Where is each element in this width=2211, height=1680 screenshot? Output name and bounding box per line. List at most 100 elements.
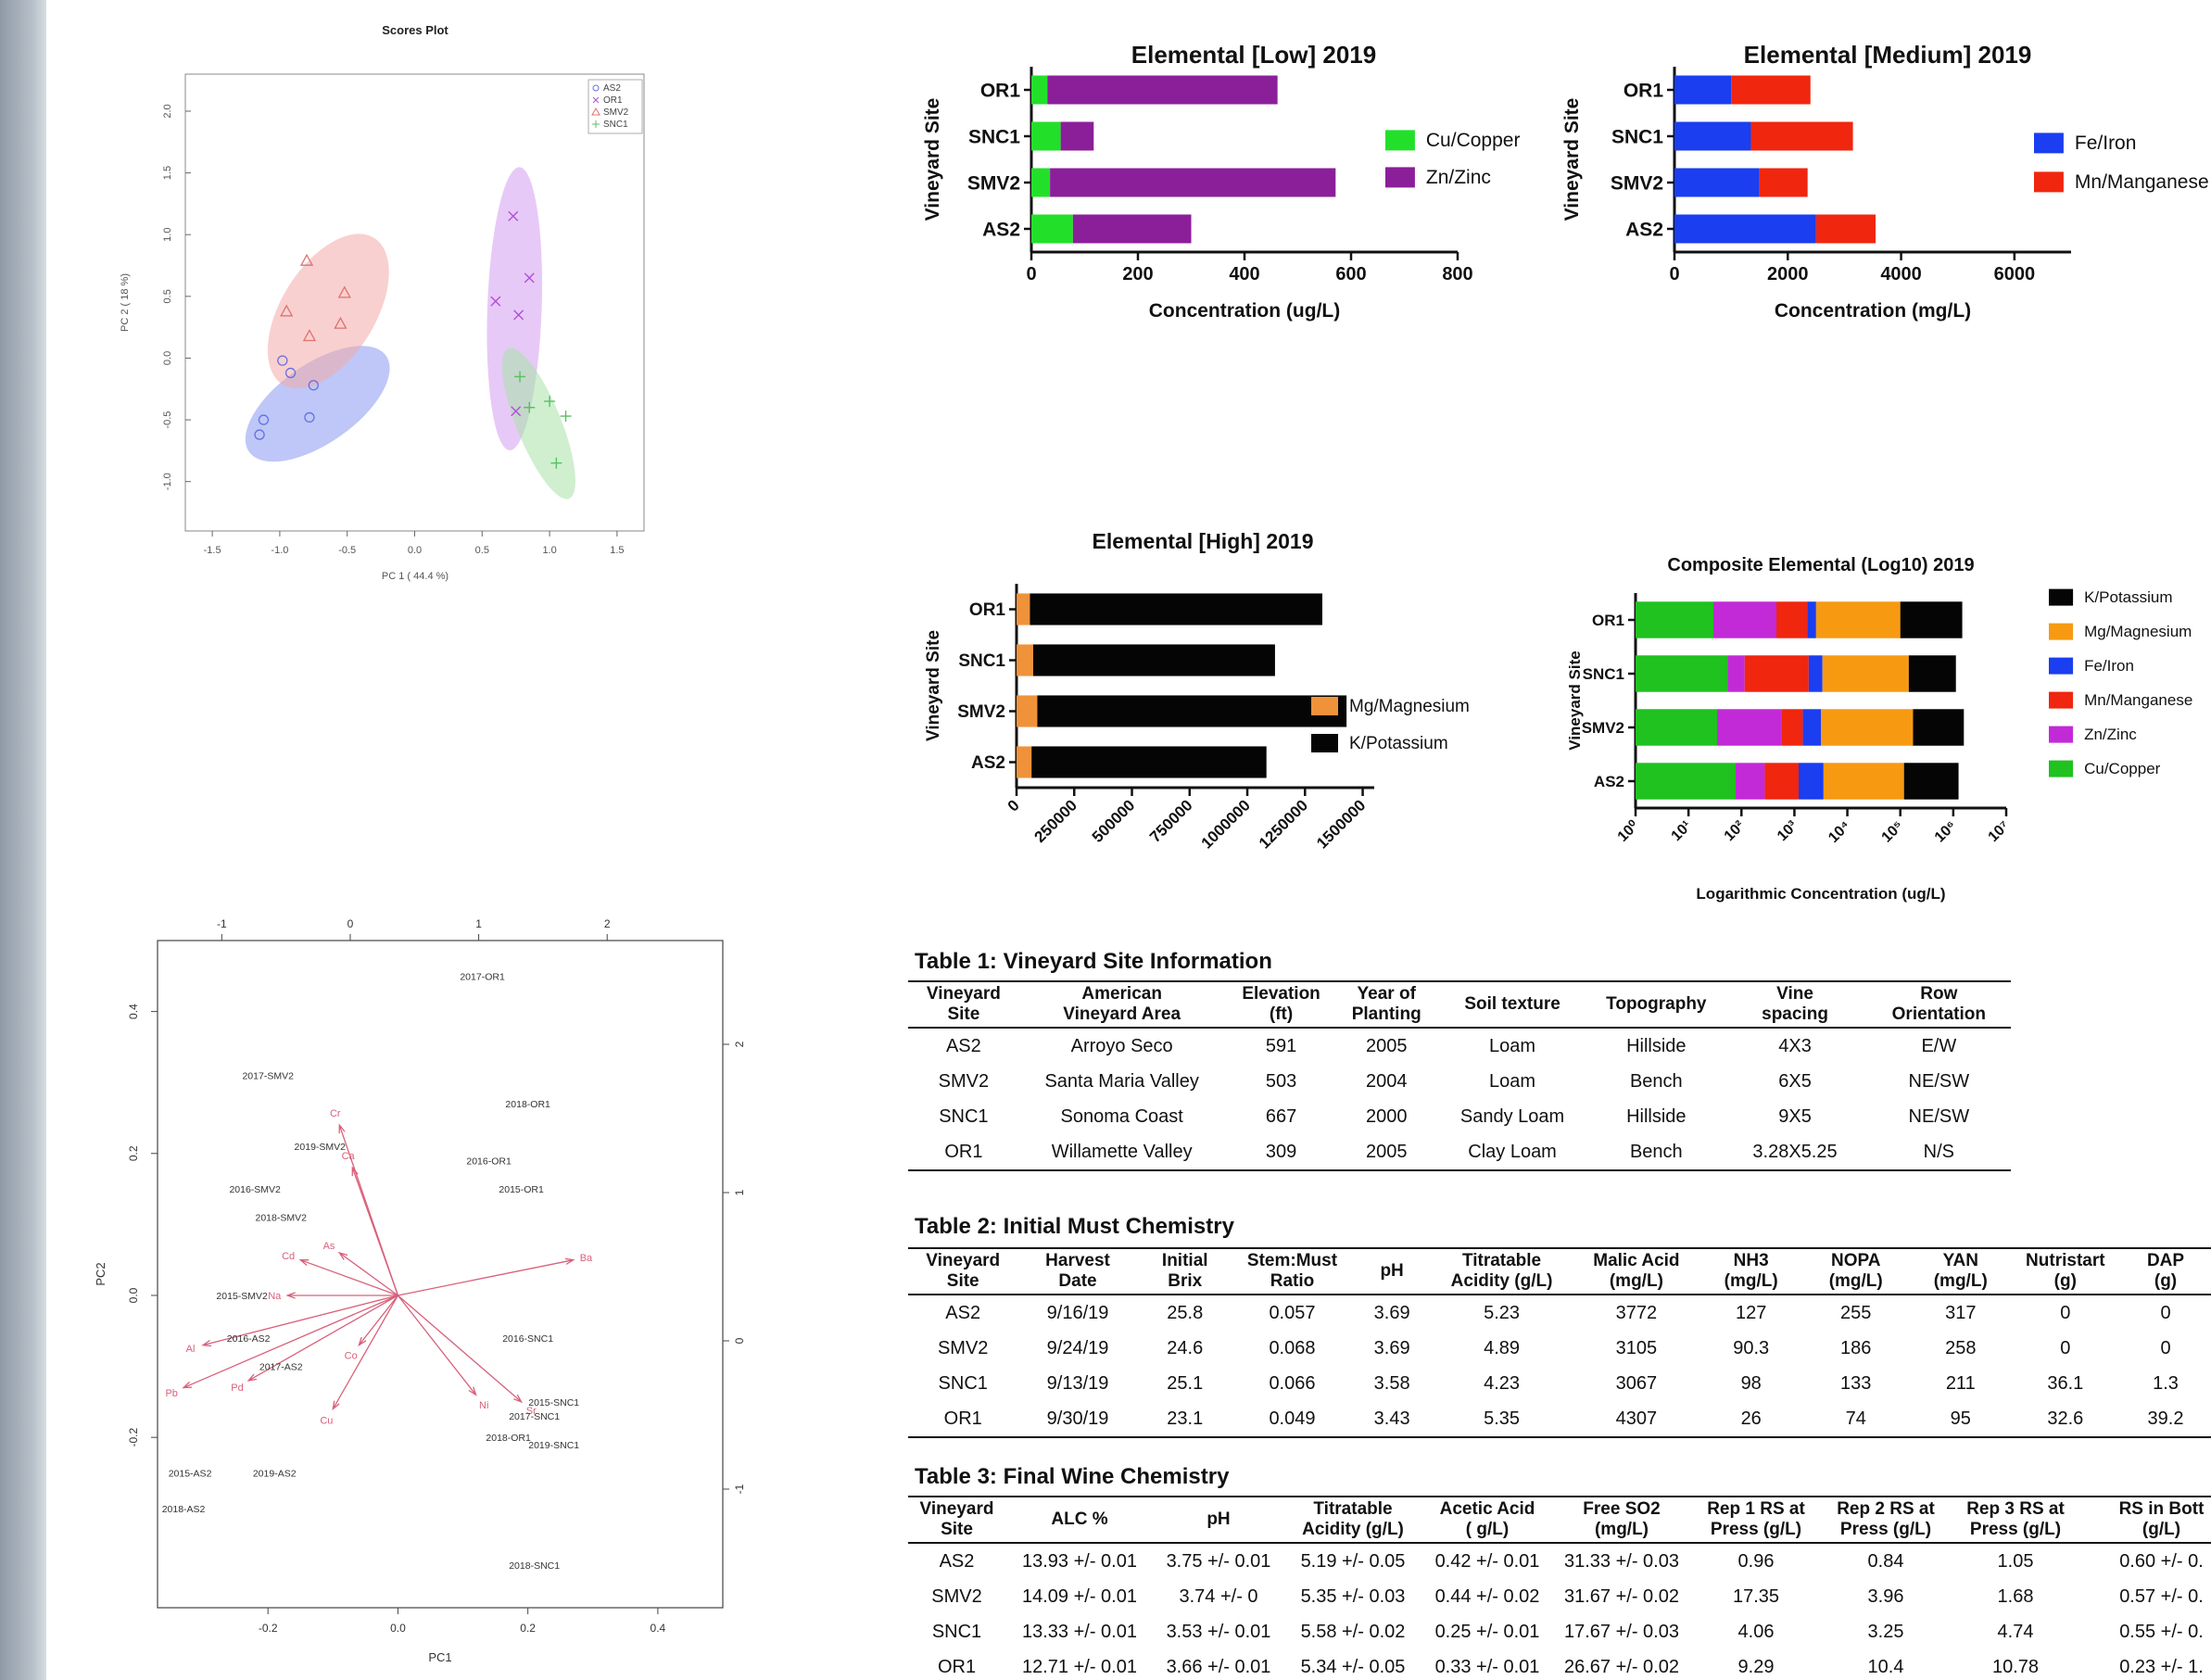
category-label: SNC1 (1611, 126, 1663, 147)
legend-label: Mn/Manganese (2075, 171, 2209, 193)
score-point-as2 (277, 355, 288, 366)
column-header: Acetic Acid( g/L) (1422, 1496, 1552, 1544)
column-header: Topography (1589, 980, 1724, 1029)
table-cell: 3105 (1615, 1337, 1658, 1358)
table-cell: 3.25 (1867, 1621, 1904, 1642)
bar-segment-cu-copper (1636, 601, 1713, 638)
legend-swatch (2049, 726, 2074, 743)
table-cell: OR1 (908, 1134, 1019, 1171)
table-cell: 90.3 (1733, 1337, 1770, 1358)
legend-label: OR1 (603, 95, 623, 106)
column-header-line: Initial (1161, 1251, 1208, 1270)
column-header: YAN (mg/L) (1910, 1247, 2011, 1295)
table-cell: 3.69 (1373, 1302, 1410, 1323)
table-cell: 1.68 (1997, 1585, 2034, 1607)
x-tick-label: 10² (1722, 818, 1748, 844)
category-label: AS2 (1625, 219, 1663, 240)
table-cell: SMV2 (931, 1585, 982, 1607)
sample-label: 2015-SMV2 (216, 1291, 268, 1302)
category-label: OR1 (1592, 612, 1624, 629)
y-axis-label: Vineyard Site (1561, 98, 1583, 221)
score-point-smv2 (299, 253, 314, 266)
x-tick-label: 1000000 (1198, 796, 1254, 852)
table-cell: 186 (1840, 1337, 1872, 1358)
column-header-line: Site (947, 1004, 980, 1024)
table-cell: 0.44 +/- 0.02 (1434, 1585, 1540, 1607)
sample-label: 2018-AS2 (162, 1504, 206, 1515)
table-cell: 1.3 (2153, 1372, 2179, 1394)
category-label: AS2 (971, 753, 1005, 773)
x-tick-label: 200 (1122, 264, 1153, 284)
column-header-line: (mg/L) (1724, 1271, 1778, 1291)
legend-swatch (2049, 588, 2074, 606)
column-header-line: Site (941, 1520, 973, 1539)
y-tick-label: 1.5 (162, 166, 173, 180)
x-tick-label: 10¹ (1669, 818, 1695, 844)
category-label: SNC1 (968, 126, 1020, 147)
y-axis-label: PC 2 ( 18 %) (120, 273, 131, 332)
table-row: OR1 9/30/19 23.1 0.049 3.43 5.35 4307 26 74 95 32.… (908, 1401, 2211, 1438)
pca-biplot: -0.2 0.0 0.2 0.4 -0.2 0.0 0.2 0.4 -1 0 1 2 -1 0 1 2 PC1 P… (88, 890, 894, 1680)
category-label: SMV2 (1582, 719, 1624, 737)
table-cell: 5.19 +/- 0.05 (1300, 1550, 1406, 1572)
loading-arrow (358, 1295, 398, 1347)
loading-label: Cr (330, 1108, 341, 1119)
x-tick-label: 1500000 (1313, 796, 1369, 852)
x-tick-label: 2000 (1767, 264, 1809, 284)
y-tick-label: 0.2 (127, 1145, 140, 1161)
x-axis-label: Concentration (ug/L) (1149, 300, 1340, 322)
column-header-line: Vineyard (926, 984, 1001, 1004)
table-cell: 31.33 +/- 0.03 (1564, 1550, 1679, 1572)
table-row: SMV2 Santa Maria Valley 503 2004 Loam Bench 6X… (908, 1064, 2011, 1099)
column-header-line: pH (1207, 1509, 1231, 1529)
bar-segment-cu-copper (1031, 214, 1073, 244)
y-axis-label: Vineyard Site (922, 98, 943, 221)
sample-label: 2018-OR1 (505, 1099, 550, 1110)
table-cell: 23.1 (1137, 1401, 1232, 1438)
column-header: Titratable Acidity (g/L) (1432, 1247, 1572, 1295)
table-cell: 0 (2160, 1302, 2171, 1323)
table-cell: 5.58 +/- 0.02 (1300, 1621, 1406, 1642)
column-header-line: American (1081, 984, 1162, 1004)
column-header-line: Titratable (1313, 1499, 1393, 1519)
loading-arrow (201, 1295, 398, 1347)
column-header-line: Nutristart (2026, 1251, 2105, 1270)
x-tick-label: 0.0 (408, 545, 422, 556)
table-cell: 0.60 +/- 0. (2119, 1550, 2204, 1572)
table-cell: 3.69 (1373, 1337, 1410, 1358)
bar-segment-k-potassium (1030, 593, 1322, 625)
table-cell: 0 (2160, 1337, 2171, 1358)
table-cell: AS2 (945, 1302, 981, 1323)
loading-label: Sr (526, 1406, 537, 1417)
legend-swatch (2034, 133, 2064, 154)
y-tick-label: 0.0 (127, 1287, 140, 1303)
sample-label: 2017-AS2 (259, 1362, 303, 1373)
column-header: Row Orientation (1866, 980, 2011, 1029)
table-row: AS2 13.93 +/- 0.01 3.75 +/- 0.01 5.19 +/- 0… (908, 1543, 2211, 1579)
table-cell: 26.67 +/- 0.02 (1552, 1649, 1691, 1680)
table-cell: 0.57 +/- 0. (2119, 1585, 2204, 1607)
table-cell: 317 (1945, 1302, 1977, 1323)
x-tick-label: -1.0 (271, 545, 288, 556)
column-header-line: Elevation (1242, 984, 1320, 1004)
bar-segment-mn-manganese (1815, 214, 1876, 244)
column-header-line: Acetic Acid (1439, 1499, 1535, 1519)
column-header-line: Ratio (1270, 1271, 1315, 1291)
table-cell: 503 (1265, 1070, 1297, 1092)
column-header-line: NH3 (1733, 1251, 1769, 1270)
bar-segment-zn-zinc (1060, 121, 1094, 151)
chart-title: Elemental [Medium] 2019 (1744, 41, 2032, 69)
table-cell: 258 (1945, 1337, 1977, 1358)
top-tick-label: 1 (475, 917, 482, 930)
table-cell: 0 (2060, 1337, 2071, 1358)
table-cell: 9X5 (1778, 1105, 1812, 1127)
table-cell: 36.1 (2047, 1372, 2084, 1394)
table-cell: 39.2 (2120, 1401, 2211, 1438)
table-cell: 211 (1945, 1372, 1976, 1394)
bar-segment-k-potassium (1031, 746, 1267, 778)
table-cell: 4.89 (1484, 1337, 1521, 1358)
top-tick-label: 2 (604, 917, 611, 930)
loading-arrow (285, 1292, 398, 1299)
column-header-line: Rep 1 RS at (1707, 1499, 1805, 1519)
scores-plot-area: Scores Plot -1.5 -1.0 -0.5 0.0 0.5 1.0 1.5 PC 1 … (184, 23, 645, 582)
